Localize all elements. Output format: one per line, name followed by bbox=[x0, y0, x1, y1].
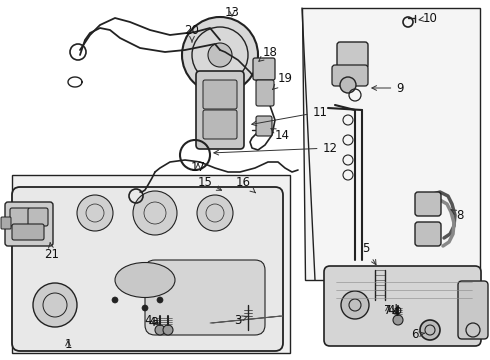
Text: 7: 7 bbox=[384, 303, 392, 316]
Circle shape bbox=[77, 195, 113, 231]
Text: 5: 5 bbox=[362, 242, 376, 265]
Circle shape bbox=[393, 315, 403, 325]
FancyBboxPatch shape bbox=[10, 208, 30, 226]
Circle shape bbox=[341, 291, 369, 319]
Circle shape bbox=[208, 43, 232, 67]
FancyBboxPatch shape bbox=[1, 217, 11, 229]
Text: 4a: 4a bbox=[145, 314, 159, 327]
Circle shape bbox=[133, 191, 177, 235]
FancyBboxPatch shape bbox=[458, 281, 488, 339]
Circle shape bbox=[157, 297, 163, 303]
Text: 3: 3 bbox=[234, 314, 247, 327]
Circle shape bbox=[163, 325, 173, 335]
Text: 15: 15 bbox=[197, 176, 221, 190]
FancyBboxPatch shape bbox=[196, 71, 244, 149]
Text: 18: 18 bbox=[259, 45, 277, 61]
Text: 10: 10 bbox=[419, 12, 438, 24]
Circle shape bbox=[197, 195, 233, 231]
Circle shape bbox=[420, 320, 440, 340]
Text: 14: 14 bbox=[271, 129, 290, 141]
FancyBboxPatch shape bbox=[12, 224, 44, 240]
FancyBboxPatch shape bbox=[203, 80, 237, 109]
FancyBboxPatch shape bbox=[256, 116, 272, 136]
Text: 21: 21 bbox=[45, 243, 59, 261]
FancyBboxPatch shape bbox=[145, 260, 265, 335]
Circle shape bbox=[112, 297, 118, 303]
FancyBboxPatch shape bbox=[256, 80, 274, 106]
Text: 19: 19 bbox=[272, 72, 293, 89]
Text: 6: 6 bbox=[411, 328, 424, 342]
Text: 8: 8 bbox=[451, 208, 464, 221]
FancyBboxPatch shape bbox=[20, 203, 46, 223]
FancyBboxPatch shape bbox=[28, 208, 48, 226]
Bar bbox=[12, 175, 290, 353]
FancyBboxPatch shape bbox=[332, 65, 368, 86]
FancyBboxPatch shape bbox=[12, 187, 283, 351]
FancyBboxPatch shape bbox=[253, 58, 275, 80]
Polygon shape bbox=[302, 8, 480, 280]
FancyBboxPatch shape bbox=[203, 110, 237, 139]
FancyBboxPatch shape bbox=[337, 42, 368, 68]
Circle shape bbox=[33, 283, 77, 327]
FancyBboxPatch shape bbox=[5, 202, 53, 246]
Text: 12: 12 bbox=[214, 141, 338, 155]
Text: 2: 2 bbox=[0, 359, 1, 360]
FancyBboxPatch shape bbox=[415, 222, 441, 246]
Text: 1: 1 bbox=[64, 338, 72, 351]
Circle shape bbox=[142, 305, 148, 311]
Ellipse shape bbox=[115, 262, 175, 297]
Text: 13: 13 bbox=[224, 5, 240, 18]
Text: 20: 20 bbox=[185, 23, 199, 42]
Text: 4: 4 bbox=[391, 306, 399, 319]
FancyBboxPatch shape bbox=[415, 192, 441, 216]
Text: 17: 17 bbox=[191, 161, 205, 174]
FancyBboxPatch shape bbox=[324, 266, 481, 346]
Text: 4: 4 bbox=[148, 315, 156, 328]
Circle shape bbox=[182, 17, 258, 93]
Circle shape bbox=[155, 325, 165, 335]
Text: 9: 9 bbox=[372, 81, 404, 95]
Text: 4b: 4b bbox=[388, 303, 402, 316]
Text: 16: 16 bbox=[236, 176, 255, 193]
Circle shape bbox=[340, 77, 356, 93]
Text: 11: 11 bbox=[252, 105, 327, 126]
